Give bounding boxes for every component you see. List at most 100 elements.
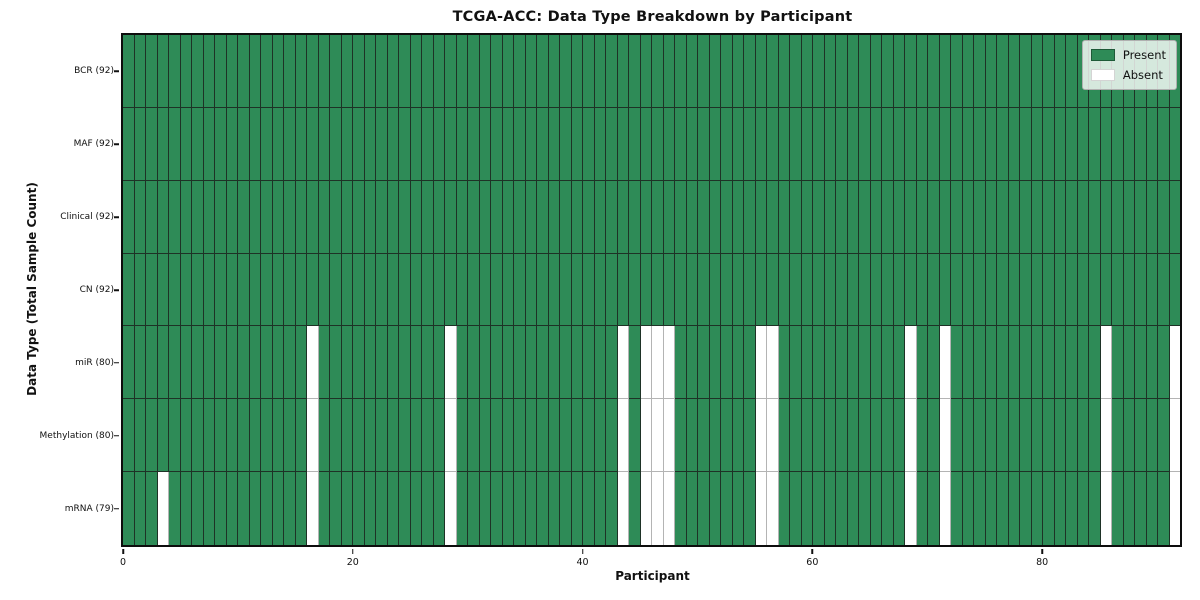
cell-CN-3 [157, 253, 169, 327]
cell-Clinical-51 [709, 180, 721, 254]
cell-MAF-71 [939, 107, 951, 181]
cell-CN-38 [560, 253, 572, 327]
cell-BCR-82 [1066, 35, 1078, 108]
cell-CN-13 [272, 253, 284, 327]
cell-MAF-18 [330, 107, 342, 181]
cell-MAF-10 [238, 107, 250, 181]
cell-miR-22 [376, 326, 388, 400]
cell-Methylation-53 [732, 399, 744, 473]
cell-Clinical-88 [1135, 180, 1147, 254]
cell-miR-1 [134, 326, 146, 400]
cell-miR-70 [928, 326, 940, 400]
cell-MAF-5 [180, 107, 192, 181]
cell-miR-21 [364, 326, 376, 400]
cell-mRNA-9 [226, 472, 238, 546]
y-tick-mark [114, 507, 119, 510]
cell-Methylation-11 [249, 399, 261, 473]
cell-MAF-77 [1008, 107, 1020, 181]
cell-BCR-61 [824, 35, 836, 108]
plot-area: BCR (92) MAF (92) Clinical (92) CN (92) miR … [40, 33, 1182, 568]
cell-mRNA-54 [744, 472, 756, 546]
cell-MAF-9 [226, 107, 238, 181]
cell-BCR-38 [560, 35, 572, 108]
cell-BCR-31 [479, 35, 491, 108]
cell-MAF-26 [422, 107, 434, 181]
cell-miR-16 [307, 326, 319, 400]
cell-mRNA-3 [157, 472, 169, 546]
cell-BCR-29 [456, 35, 468, 108]
cell-BCR-10 [238, 35, 250, 108]
cell-BCR-9 [226, 35, 238, 108]
cell-MAF-79 [1031, 107, 1043, 181]
cell-Methylation-55 [755, 399, 767, 473]
cell-mRNA-47 [663, 472, 675, 546]
cell-BCR-47 [663, 35, 675, 108]
cell-mRNA-24 [399, 472, 411, 546]
cell-CN-29 [456, 253, 468, 327]
cell-CN-26 [422, 253, 434, 327]
cell-BCR-8 [215, 35, 227, 108]
cell-MAF-72 [951, 107, 963, 181]
cell-BCR-15 [295, 35, 307, 108]
cell-Clinical-82 [1066, 180, 1078, 254]
cell-CN-55 [755, 253, 767, 327]
cell-mRNA-40 [583, 472, 595, 546]
cell-Methylation-45 [640, 399, 652, 473]
cell-BCR-22 [376, 35, 388, 108]
cell-Clinical-31 [479, 180, 491, 254]
cell-miR-25 [410, 326, 422, 400]
cell-MAF-90 [1158, 107, 1170, 181]
cell-MAF-55 [755, 107, 767, 181]
cell-BCR-50 [698, 35, 710, 108]
cell-MAF-61 [824, 107, 836, 181]
cell-mRNA-15 [295, 472, 307, 546]
cell-BCR-64 [859, 35, 871, 108]
cell-Clinical-68 [905, 180, 917, 254]
cell-mRNA-38 [560, 472, 572, 546]
cell-Methylation-21 [364, 399, 376, 473]
cell-miR-10 [238, 326, 250, 400]
cell-CN-46 [652, 253, 664, 327]
cell-BCR-34 [514, 35, 526, 108]
cell-mRNA-59 [801, 472, 813, 546]
cell-MAF-51 [709, 107, 721, 181]
cell-BCR-27 [433, 35, 445, 108]
cell-MAF-82 [1066, 107, 1078, 181]
cell-BCR-3 [157, 35, 169, 108]
cell-CN-48 [675, 253, 687, 327]
cell-BCR-24 [399, 35, 411, 108]
cell-Clinical-36 [537, 180, 549, 254]
cell-Clinical-15 [295, 180, 307, 254]
y-tick-label-CN: CN (92) [79, 285, 114, 295]
cell-miR-84 [1089, 326, 1101, 400]
cell-Clinical-2 [146, 180, 158, 254]
cell-Clinical-79 [1031, 180, 1043, 254]
cell-miR-76 [997, 326, 1009, 400]
chart-title: TCGA-ACC: Data Type Breakdown by Partici… [452, 9, 853, 25]
cell-mRNA-16 [307, 472, 319, 546]
cell-Methylation-61 [824, 399, 836, 473]
cell-Clinical-38 [560, 180, 572, 254]
cell-mRNA-8 [215, 472, 227, 546]
cell-miR-77 [1008, 326, 1020, 400]
cell-CN-87 [1123, 253, 1135, 327]
cell-BCR-59 [801, 35, 813, 108]
cell-mRNA-55 [755, 472, 767, 546]
cell-mRNA-58 [790, 472, 802, 546]
y-tick-mark [114, 289, 119, 291]
cell-Methylation-24 [399, 399, 411, 473]
heatmap-row-Clinical [123, 180, 1180, 254]
cell-mRNA-85 [1100, 472, 1112, 546]
cell-mRNA-19 [341, 472, 353, 546]
cell-CN-34 [514, 253, 526, 327]
cell-MAF-87 [1123, 107, 1135, 181]
cell-MAF-86 [1112, 107, 1124, 181]
cell-BCR-74 [974, 35, 986, 108]
legend-present-label: Present [1122, 48, 1166, 62]
cell-Clinical-54 [744, 180, 756, 254]
legend-entry-present: Present [1090, 48, 1166, 62]
cell-CN-91 [1169, 253, 1180, 327]
cell-Clinical-33 [502, 180, 514, 254]
cell-Methylation-50 [698, 399, 710, 473]
cell-Clinical-47 [663, 180, 675, 254]
